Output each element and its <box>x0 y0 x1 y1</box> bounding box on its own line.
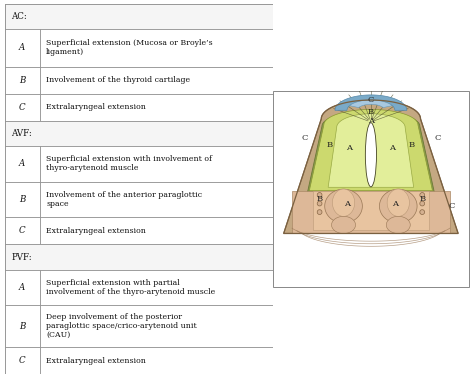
Text: B: B <box>368 108 374 116</box>
Text: C: C <box>19 356 26 365</box>
Text: B: B <box>409 141 415 149</box>
Polygon shape <box>332 216 356 234</box>
Text: A: A <box>368 116 374 125</box>
Bar <box>5 94 39 121</box>
Polygon shape <box>313 191 429 230</box>
Bar <box>39 305 273 347</box>
Circle shape <box>317 210 322 214</box>
Text: B: B <box>19 195 25 204</box>
Text: Extralaryngeal extension: Extralaryngeal extension <box>46 227 146 235</box>
Bar <box>5 217 39 245</box>
Text: C: C <box>19 103 26 112</box>
Text: B: B <box>327 141 333 149</box>
Text: AC:: AC: <box>11 12 27 21</box>
Text: C: C <box>368 96 374 104</box>
Polygon shape <box>332 189 355 216</box>
Text: A: A <box>346 144 353 152</box>
Polygon shape <box>387 189 410 216</box>
Text: C: C <box>449 202 456 210</box>
Ellipse shape <box>365 123 376 187</box>
Text: C: C <box>301 134 307 142</box>
Circle shape <box>420 201 425 206</box>
Text: Involvement of the thyroid cartilage: Involvement of the thyroid cartilage <box>46 76 191 84</box>
Text: B: B <box>317 195 323 203</box>
Polygon shape <box>386 216 410 234</box>
Polygon shape <box>301 111 440 219</box>
Text: Involvement of the anterior paraglottic
space: Involvement of the anterior paraglottic … <box>46 191 202 208</box>
Text: C: C <box>19 226 26 235</box>
Bar <box>273 91 469 287</box>
Text: A: A <box>19 43 25 52</box>
Bar <box>5 182 39 217</box>
Text: AVF:: AVF: <box>11 129 32 138</box>
Bar <box>5 29 39 67</box>
Bar <box>5 4 273 29</box>
Text: Extralaryngeal extension: Extralaryngeal extension <box>46 356 146 365</box>
Bar <box>39 217 273 245</box>
Text: B: B <box>19 76 25 85</box>
Bar <box>5 146 39 182</box>
Polygon shape <box>292 191 449 234</box>
Circle shape <box>420 210 425 214</box>
Text: B: B <box>419 195 425 203</box>
Text: PVF:: PVF: <box>11 253 32 262</box>
Bar <box>39 67 273 94</box>
Circle shape <box>420 193 425 197</box>
Text: Deep involvement of the posterior
paraglottic space/crico-arytenoid unit
(CAU): Deep involvement of the posterior paragl… <box>46 313 197 339</box>
Bar <box>39 29 273 67</box>
Bar <box>5 270 39 305</box>
Polygon shape <box>328 114 414 187</box>
Text: A: A <box>392 200 398 208</box>
Polygon shape <box>349 100 392 108</box>
Bar <box>5 347 39 374</box>
Text: Superficial extension (Mucosa or Broyle’s
ligament): Superficial extension (Mucosa or Broyle’… <box>46 39 213 56</box>
Polygon shape <box>380 189 417 223</box>
Bar <box>5 121 273 146</box>
Circle shape <box>317 193 322 197</box>
Bar <box>39 182 273 217</box>
Text: C: C <box>435 134 441 142</box>
Text: A: A <box>19 283 25 292</box>
Polygon shape <box>325 189 362 223</box>
Text: A: A <box>389 144 395 152</box>
Bar <box>39 94 273 121</box>
Bar <box>39 146 273 182</box>
Bar <box>5 305 39 347</box>
Circle shape <box>317 201 322 206</box>
Text: A: A <box>344 200 350 208</box>
Bar <box>39 347 273 374</box>
Polygon shape <box>335 95 407 110</box>
Text: Extralaryngeal extension: Extralaryngeal extension <box>46 103 146 112</box>
Bar <box>5 67 39 94</box>
Bar <box>39 270 273 305</box>
Bar <box>5 245 273 270</box>
Text: Superficial extension with partial
involvement of the thyro-arytenoid muscle: Superficial extension with partial invol… <box>46 279 216 296</box>
Text: B: B <box>19 322 25 331</box>
Polygon shape <box>310 110 432 191</box>
Polygon shape <box>283 100 458 234</box>
Text: Superficial extension with involvement of
thyro-arytenoid muscle: Superficial extension with involvement o… <box>46 155 212 172</box>
Text: A: A <box>19 160 25 168</box>
